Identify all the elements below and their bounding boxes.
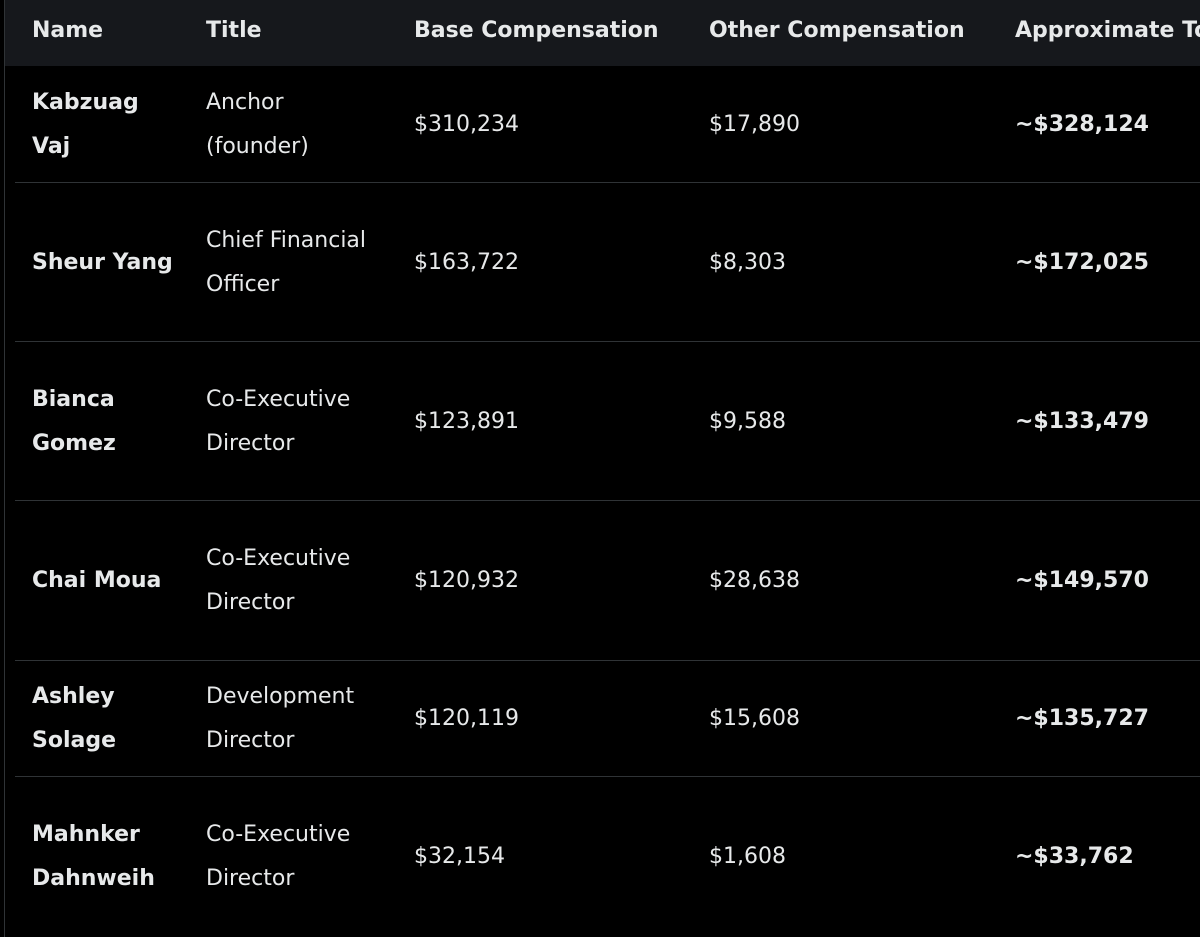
cell-title: Development Director (206, 684, 355, 753)
cell-name: Sheur Yang (32, 249, 173, 275)
cell-base-compensation: $120,119 (414, 706, 519, 731)
cell-approximate-total: ~$172,025 (1015, 249, 1149, 275)
cell-name: Chai Moua (32, 568, 162, 593)
table-row: Ashley Solage Development Director $120,… (5, 661, 1200, 777)
column-header-other-compensation: Other Compensation (709, 18, 965, 43)
cell-approximate-total: ~$328,124 (1015, 111, 1149, 137)
row-divider (15, 341, 1200, 342)
column-header-base-compensation: Base Compensation (414, 18, 659, 43)
cell-base-compensation: $123,891 (414, 408, 519, 434)
cell-name: Ashley Solage (32, 684, 117, 753)
cell-name: Bianca Gomez (32, 386, 116, 456)
cell-name: Kabzuag Vaj (32, 89, 139, 159)
cell-title: Co-Executive Director (206, 822, 351, 891)
row-divider (15, 660, 1200, 661)
column-header-approximate-total: Approximate To (1015, 18, 1200, 43)
compensation-table: Name Title Base Compensation Other Compe… (4, 0, 1200, 937)
cell-other-compensation: $1,608 (709, 844, 786, 869)
cell-approximate-total: ~$135,727 (1015, 706, 1149, 731)
cell-other-compensation: $8,303 (709, 249, 786, 275)
cell-approximate-total: ~$33,762 (1015, 844, 1134, 869)
cell-base-compensation: $32,154 (414, 844, 505, 869)
row-divider (15, 182, 1200, 183)
cell-title: Chief Financial Officer (206, 227, 367, 297)
cell-approximate-total: ~$133,479 (1015, 408, 1149, 434)
table-row: Kabzuag Vaj Anchor (founder) $310,234 $1… (5, 66, 1200, 183)
cell-other-compensation: $15,608 (709, 706, 800, 731)
cell-title: Co-Executive Director (206, 546, 351, 615)
cell-other-compensation: $9,588 (709, 408, 786, 434)
cell-base-compensation: $163,722 (414, 249, 519, 275)
cell-approximate-total: ~$149,570 (1015, 568, 1149, 593)
cell-title: Co-Executive Director (206, 386, 351, 456)
table-row: Bianca Gomez Co-Executive Director $123,… (5, 342, 1200, 501)
cell-title: Anchor (founder) (206, 89, 309, 159)
table-header: Name Title Base Compensation Other Compe… (5, 0, 1200, 66)
table-row: Sheur Yang Chief Financial Officer $163,… (5, 183, 1200, 342)
cell-name: Mahnker Dahnweih (32, 822, 155, 891)
column-header-title: Title (206, 18, 262, 43)
table-row: Chai Moua Co-Executive Director $120,932… (5, 501, 1200, 661)
column-header-name: Name (32, 18, 104, 43)
cell-base-compensation: $310,234 (414, 111, 519, 137)
cell-other-compensation: $17,890 (709, 111, 800, 137)
table-row: Mahnker Dahnweih Co-Executive Director $… (5, 777, 1200, 937)
row-divider (15, 500, 1200, 501)
row-divider (15, 776, 1200, 777)
cell-base-compensation: $120,932 (414, 568, 519, 593)
cell-other-compensation: $28,638 (709, 568, 800, 593)
